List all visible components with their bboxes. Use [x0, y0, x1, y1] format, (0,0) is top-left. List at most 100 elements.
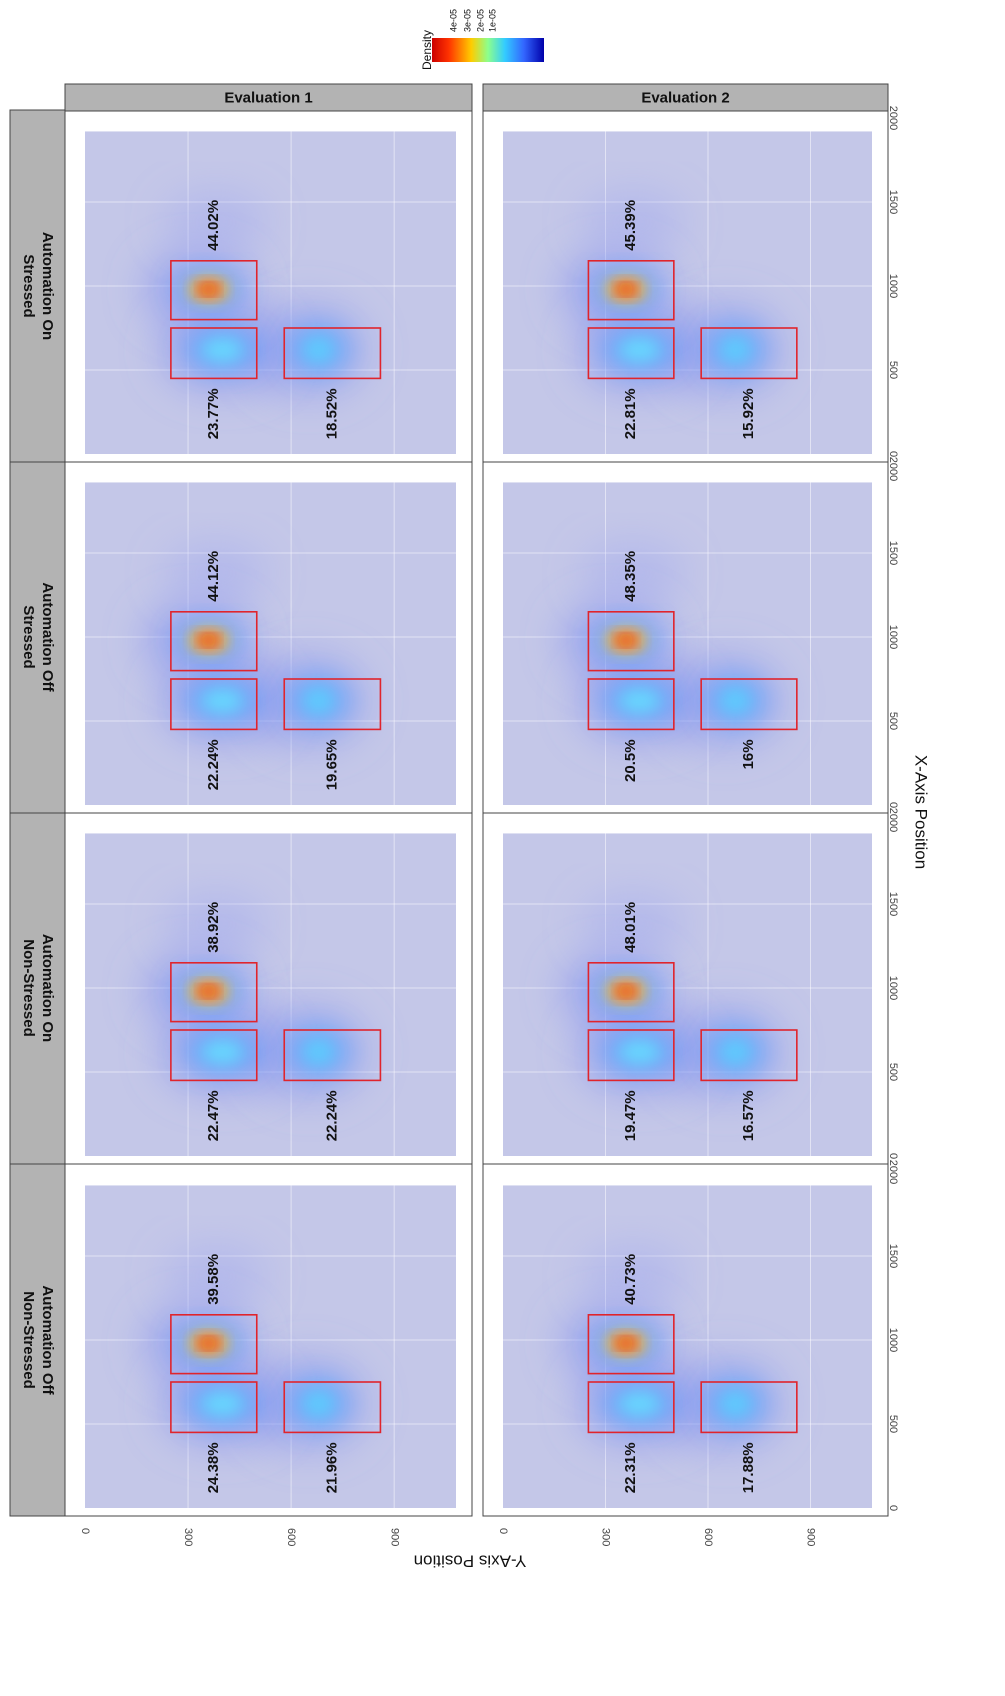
density-blob [303, 687, 335, 715]
aoi-percent-label: 44.12% [205, 551, 222, 602]
heatmap-panel: 40.73% 22.31% 17.88% [482, 1163, 889, 1517]
density-background [503, 482, 872, 805]
aoi-box-bottom [283, 327, 382, 380]
x-tick-label: 1500 [887, 1244, 899, 1268]
facet-strip-label: Automation Off [39, 1285, 56, 1395]
x-tick-label: 500 [887, 712, 899, 730]
x-tick-label: 1500 [887, 892, 899, 916]
x-tick-label: 0 [887, 802, 899, 808]
y-tick-label: 300 [600, 1528, 612, 1546]
aoi-box-bottom [283, 1381, 382, 1434]
aoi-box-bottom [700, 327, 798, 380]
y-tick-label: 600 [702, 1528, 714, 1546]
heatmap-panel: 48.35% 20.5% 16% [482, 460, 889, 814]
density-blob [201, 1040, 244, 1064]
aoi-box-middle [587, 1029, 675, 1082]
aoi-box-middle [170, 327, 258, 380]
facet-strip-label: Non-Stressed [20, 939, 37, 1037]
x-tick-label: 1000 [887, 274, 899, 298]
aoi-box-bottom [700, 1381, 798, 1434]
heatmap-panel: 45.39% 22.81% 15.92% [482, 109, 889, 463]
density-blob [201, 636, 217, 645]
density-background [503, 833, 872, 1156]
legend-tick-label: 2e-05 [475, 9, 485, 32]
facet-strip-label: Automation On [39, 934, 56, 1042]
aoi-percent-label: 24.38% [205, 1442, 222, 1493]
legend-tick-label: 3e-05 [462, 9, 472, 32]
legend-tick-label: 4e-05 [448, 9, 458, 32]
density-blob [201, 285, 217, 294]
density-blob [619, 689, 661, 713]
density-blob [164, 542, 268, 604]
aoi-box-bottom [283, 678, 382, 731]
heatmap-panel: 38.92% 22.47% 22.24% [64, 811, 473, 1165]
density-blob [619, 338, 661, 362]
heatmap-panel: 44.12% 22.24% 19.65% [64, 460, 473, 814]
density-blob [719, 336, 751, 364]
density-blob [719, 1038, 751, 1066]
aoi-percent-label: 23.77% [205, 388, 222, 439]
density-blob [618, 987, 634, 996]
aoi-box-top [170, 961, 258, 1023]
x-tick-label: 1000 [887, 625, 899, 649]
aoi-percent-label: 39.58% [205, 1254, 222, 1305]
aoi-box-bottom [283, 1029, 382, 1082]
aoi-percent-label: 20.5% [622, 739, 639, 782]
y-tick-label: 0 [79, 1528, 91, 1534]
aoi-box-top [170, 1314, 258, 1375]
aoi-box-middle [170, 1381, 258, 1434]
aoi-percent-label: 40.73% [622, 1254, 639, 1305]
x-tick-label: 0 [887, 1153, 899, 1159]
heatmap-panel: 39.58% 24.38% 21.96% [64, 1163, 473, 1517]
aoi-percent-label: 38.92% [205, 902, 222, 953]
density-blob [303, 1390, 335, 1418]
aoi-percent-label: 21.96% [323, 1442, 340, 1493]
density-blob [581, 1245, 685, 1307]
aoi-box-middle [587, 1381, 675, 1434]
density-blob [201, 1392, 244, 1416]
aoi-percent-label: 22.47% [205, 1090, 222, 1141]
density-blob [201, 338, 244, 362]
legend-tick-label: 1e-05 [487, 9, 497, 32]
x-axis-title: X-Axis Position [912, 755, 931, 869]
x-tick-label: 500 [887, 1415, 899, 1433]
density-blob [581, 191, 685, 253]
y-tick-label: 600 [285, 1528, 297, 1546]
facet-strip-condition [9, 811, 66, 1165]
y-axis-title: Y-Axis Position [414, 1552, 527, 1571]
x-tick-label: 500 [887, 361, 899, 379]
density-background [85, 131, 456, 454]
aoi-percent-label: 17.88% [740, 1442, 757, 1493]
facet-strip-condition [9, 460, 66, 814]
aoi-box-middle [587, 327, 675, 380]
facet-strip-evaluation [482, 83, 889, 112]
aoi-box-middle [170, 1029, 258, 1082]
y-tick-label: 300 [182, 1528, 194, 1546]
y-tick-label: 0 [497, 1528, 509, 1534]
aoi-percent-label: 18.52% [323, 388, 340, 439]
aoi-percent-label: 45.39% [622, 200, 639, 251]
x-tick-label: 2000 [887, 106, 899, 130]
density-background [85, 1185, 456, 1508]
x-tick-label: 1000 [887, 1328, 899, 1352]
x-tick-label: 2000 [887, 457, 899, 481]
aoi-percent-label: 15.92% [740, 388, 757, 439]
aoi-percent-label: 22.24% [205, 739, 222, 790]
aoi-box-bottom [700, 1029, 798, 1082]
aoi-percent-label: 48.01% [622, 902, 639, 953]
aoi-box-top [587, 961, 675, 1023]
density-blob [581, 893, 685, 955]
density-background [503, 1185, 872, 1508]
x-tick-label: 0 [887, 451, 899, 457]
density-blob [303, 336, 335, 364]
facet-strip-label: Non-Stressed [20, 1291, 37, 1389]
density-background [503, 131, 872, 454]
aoi-box-middle [587, 678, 675, 731]
facet-strip-label: Evaluation 2 [641, 89, 729, 106]
density-background [85, 482, 456, 805]
aoi-percent-label: 19.47% [622, 1090, 639, 1141]
density-blob [619, 1040, 661, 1064]
density-blob [618, 636, 634, 645]
density-blob [581, 542, 685, 604]
